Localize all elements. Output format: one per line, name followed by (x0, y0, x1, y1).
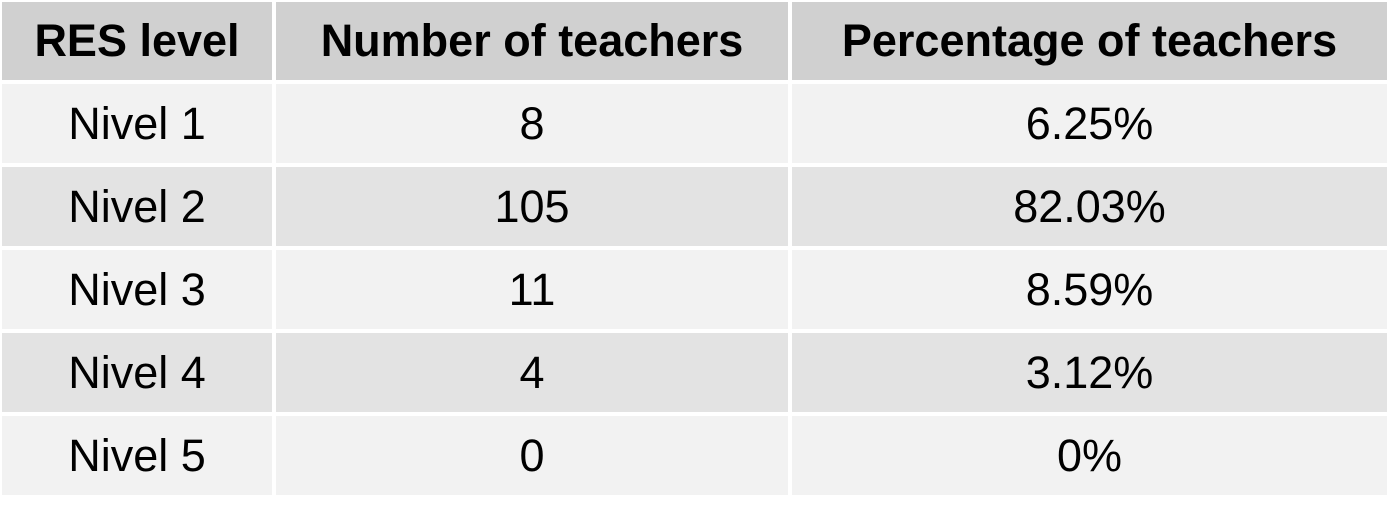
cell-res-level: Nivel 4 (2, 333, 272, 412)
cell-number-of-teachers: 105 (276, 167, 788, 246)
cell-number-of-teachers: 8 (276, 84, 788, 163)
cell-res-level: Nivel 1 (2, 84, 272, 163)
cell-res-level: Nivel 5 (2, 416, 272, 495)
cell-percentage-of-teachers: 8.59% (792, 250, 1387, 329)
cell-res-level: Nivel 3 (2, 250, 272, 329)
table-row: Nivel 2 105 82.03% (2, 167, 1387, 246)
cell-number-of-teachers: 11 (276, 250, 788, 329)
table-row: Nivel 4 4 3.12% (2, 333, 1387, 412)
table-row: Nivel 3 11 8.59% (2, 250, 1387, 329)
cell-number-of-teachers: 0 (276, 416, 788, 495)
table-header-row: RES level Number of teachers Percentage … (2, 2, 1387, 80)
cell-number-of-teachers: 4 (276, 333, 788, 412)
table-row: Nivel 5 0 0% (2, 416, 1387, 495)
cell-res-level: Nivel 2 (2, 167, 272, 246)
cell-percentage-of-teachers: 6.25% (792, 84, 1387, 163)
cell-percentage-of-teachers: 3.12% (792, 333, 1387, 412)
cell-percentage-of-teachers: 0% (792, 416, 1387, 495)
header-number-of-teachers: Number of teachers (276, 2, 788, 80)
header-percentage-of-teachers: Percentage of teachers (792, 2, 1387, 80)
header-res-level: RES level (2, 2, 272, 80)
table-row: Nivel 1 8 6.25% (2, 84, 1387, 163)
cell-percentage-of-teachers: 82.03% (792, 167, 1387, 246)
